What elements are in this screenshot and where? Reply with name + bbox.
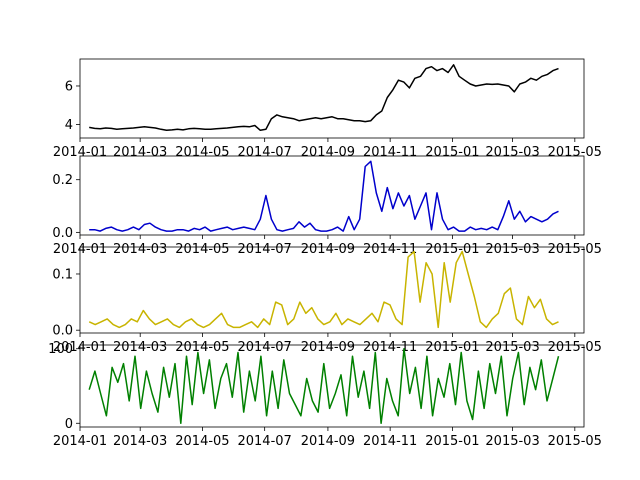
x-tick-label: 2014-07 xyxy=(237,242,291,257)
x-tick-label: 2014-03 xyxy=(113,434,167,449)
x-tick-label: 2014-03 xyxy=(113,145,167,160)
x-tick-label: 2015-03 xyxy=(485,434,539,449)
y-tick-label: 4 xyxy=(65,118,73,133)
x-tick-label: 2014-07 xyxy=(237,340,291,355)
x-tick-label: 2015-03 xyxy=(485,145,539,160)
x-tick-label: 2015-01 xyxy=(425,145,479,160)
x-tick-label: 2015-03 xyxy=(485,340,539,355)
x-tick-label: 2014-05 xyxy=(175,434,229,449)
price-axes-frame xyxy=(79,58,585,139)
x-tick-label: 2015-05 xyxy=(548,434,602,449)
x-tick-label: 2015-01 xyxy=(425,434,479,449)
x-tick-label: 2015-05 xyxy=(548,340,602,355)
green-axes-frame xyxy=(79,344,585,428)
blue-series-line xyxy=(89,160,559,232)
y-tick-label: 0.0 xyxy=(52,324,73,339)
x-tick-label: 2014-11 xyxy=(363,242,417,257)
y-tick-label: 0 xyxy=(65,417,73,432)
green-series-line xyxy=(88,347,560,425)
blue-axes-frame xyxy=(79,155,585,236)
x-tick-label: 2014-05 xyxy=(175,340,229,355)
x-tick-label: 2014-11 xyxy=(363,340,417,355)
y-tick-label: 100 xyxy=(48,342,73,357)
x-tick-label: 2014-07 xyxy=(237,145,291,160)
x-tick-label: 2015-05 xyxy=(548,242,602,257)
x-tick-label: 2014-09 xyxy=(301,242,355,257)
x-tick-label: 2015-01 xyxy=(425,242,479,257)
panel-green: 0 100 2014-01 2014-03 2014-05 2014-07 2014-09 2… xyxy=(48,342,602,449)
x-tick-label: 2015-03 xyxy=(485,242,539,257)
x-tick-label: 2014-03 xyxy=(113,242,167,257)
green-ticks: 0 100 2014-01 2014-03 2014-05 2014-07 2014-09 2… xyxy=(48,342,602,449)
x-tick-label: 2014-11 xyxy=(363,434,417,449)
x-tick-label: 2014-09 xyxy=(301,340,355,355)
y-tick-label: 6 xyxy=(65,79,73,94)
x-tick-label: 2014-09 xyxy=(301,145,355,160)
x-tick-label: 2014-03 xyxy=(113,340,167,355)
x-tick-label: 2015-01 xyxy=(425,340,479,355)
x-tick-label: 2014-09 xyxy=(301,434,355,449)
y-tick-label: 0.2 xyxy=(52,173,73,188)
price-series-line xyxy=(89,64,559,132)
yellow-axes-frame xyxy=(79,246,585,334)
yellow-series-line xyxy=(88,250,559,329)
x-tick-label: 2014-05 xyxy=(175,242,229,257)
x-tick-label: 2014-01 xyxy=(53,434,107,449)
x-tick-label: 2015-05 xyxy=(548,145,602,160)
x-tick-label: 2014-11 xyxy=(363,145,417,160)
y-tick-label: 0.0 xyxy=(52,226,73,241)
y-tick-label: 0.1 xyxy=(52,267,73,282)
x-tick-label: 2014-07 xyxy=(237,434,291,449)
x-tick-label: 2014-05 xyxy=(175,145,229,160)
